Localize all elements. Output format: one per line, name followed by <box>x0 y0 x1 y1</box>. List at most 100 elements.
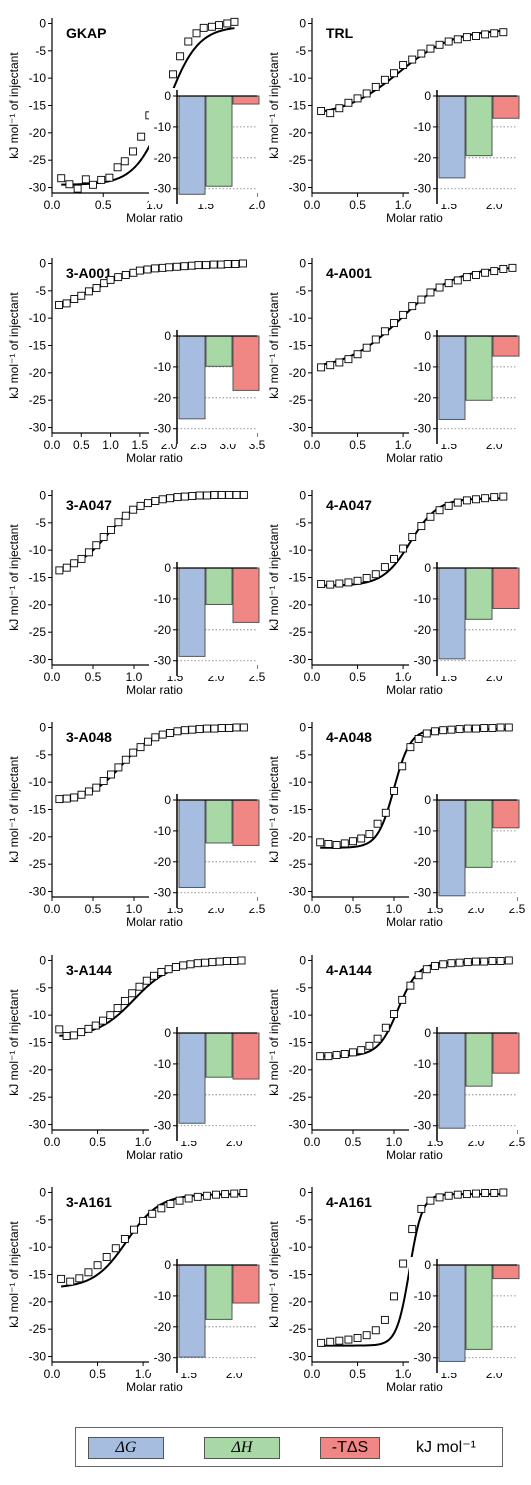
data-point <box>417 1204 426 1213</box>
data-point <box>105 173 114 182</box>
data-point <box>142 976 151 985</box>
data-point <box>455 958 464 967</box>
y-tick-label: -5 <box>35 748 46 762</box>
x-tick-label: 0.0 <box>304 1135 321 1149</box>
data-point <box>232 723 241 732</box>
data-point <box>362 1331 371 1340</box>
y-tick-label: -15 <box>289 99 307 113</box>
inset-y-tick-label: -10 <box>414 824 432 838</box>
data-point <box>84 548 93 557</box>
data-point <box>176 52 185 61</box>
inset-bar-dh <box>205 567 233 605</box>
data-point <box>380 1315 389 1324</box>
data-point <box>481 494 490 503</box>
inset-bar-dg <box>438 1032 466 1129</box>
data-point <box>70 295 79 303</box>
x-tick-label: 0.5 <box>89 1135 106 1149</box>
x-axis-title: Molar ratio <box>126 1148 183 1162</box>
inset-bar-tds <box>232 1032 260 1080</box>
y-tick-label: -15 <box>289 339 307 353</box>
y-tick-label: -5 <box>295 516 306 530</box>
inset-y-tick-label: 0 <box>164 561 171 575</box>
panel-title: 4-A047 <box>326 497 372 513</box>
data-point <box>120 157 129 166</box>
data-point <box>463 958 472 967</box>
x-tick-label: 0.5 <box>95 198 112 212</box>
data-point <box>201 958 210 967</box>
data-point <box>472 1189 480 1198</box>
x-tick-label: 0.0 <box>44 1135 61 1149</box>
x-axis-title: Molar ratio <box>126 1380 183 1394</box>
inset-y-tick-label: -20 <box>414 151 432 165</box>
y-tick-label: -25 <box>29 625 47 639</box>
y-tick-label: -20 <box>289 1295 307 1309</box>
data-point <box>171 963 180 971</box>
y-tick-label: -20 <box>289 126 307 140</box>
x-tick-label: 1.0 <box>395 438 412 452</box>
x-tick-label: 0.5 <box>349 1367 366 1381</box>
y-tick-label: -5 <box>35 1213 46 1227</box>
inset-y-tick-label: -10 <box>154 1057 172 1071</box>
data-point <box>186 960 195 969</box>
inset-bar-tds <box>492 799 520 829</box>
data-point <box>237 956 246 965</box>
data-point <box>472 957 480 966</box>
y-tick-label: 0 <box>299 720 306 734</box>
y-tick-label: -15 <box>289 571 307 585</box>
data-point <box>326 109 335 118</box>
data-point <box>84 787 93 796</box>
data-point <box>462 1190 471 1199</box>
data-point <box>55 301 63 309</box>
data-point <box>92 284 101 293</box>
y-tick-label: -15 <box>29 99 47 113</box>
x-tick-label: 0.0 <box>304 438 321 452</box>
y-tick-label: -25 <box>289 1090 307 1104</box>
y-tick-label: -20 <box>29 366 47 380</box>
data-point <box>113 1004 122 1012</box>
data-point <box>504 723 513 732</box>
data-point <box>225 490 234 499</box>
data-point <box>158 730 167 739</box>
inset-y-tick-label: -30 <box>414 422 432 436</box>
data-point <box>365 1041 374 1050</box>
data-point <box>499 1188 508 1197</box>
data-point <box>81 175 90 184</box>
inset-y-tick-label: 0 <box>164 329 171 343</box>
y-tick-label: -30 <box>289 885 307 899</box>
data-point <box>222 957 231 965</box>
data-point <box>353 576 362 585</box>
data-point <box>210 724 219 733</box>
y-tick-label: -30 <box>29 421 47 435</box>
data-point <box>317 580 326 589</box>
y-tick-label: 0 <box>39 953 46 967</box>
data-point <box>398 995 407 1004</box>
data-point <box>175 1196 184 1205</box>
data-point <box>102 1253 111 1261</box>
data-point <box>362 89 371 98</box>
data-point <box>210 490 219 499</box>
panel-title: 4-A144 <box>326 962 372 978</box>
data-point <box>481 268 490 277</box>
data-point <box>91 1021 100 1030</box>
x-tick-label: 0.5 <box>345 1135 362 1149</box>
legend-dh-swatch: ΔH <box>204 1437 280 1459</box>
data-point <box>408 302 417 311</box>
x-tick-label: 1.0 <box>386 902 403 916</box>
data-point <box>344 355 353 364</box>
data-point <box>188 261 196 270</box>
data-point <box>326 580 335 589</box>
inset-bar-dg <box>178 799 206 888</box>
data-point <box>362 343 371 352</box>
data-point <box>326 1337 335 1346</box>
data-point <box>496 957 505 965</box>
data-point <box>435 40 444 49</box>
data-point <box>203 724 211 733</box>
data-point <box>455 725 464 734</box>
data-point <box>157 968 166 976</box>
inset-bar-dg <box>438 567 466 660</box>
inset-y-tick-label: -10 <box>154 120 172 134</box>
inset-y-tick-label: -30 <box>414 182 432 196</box>
data-point <box>422 729 431 738</box>
